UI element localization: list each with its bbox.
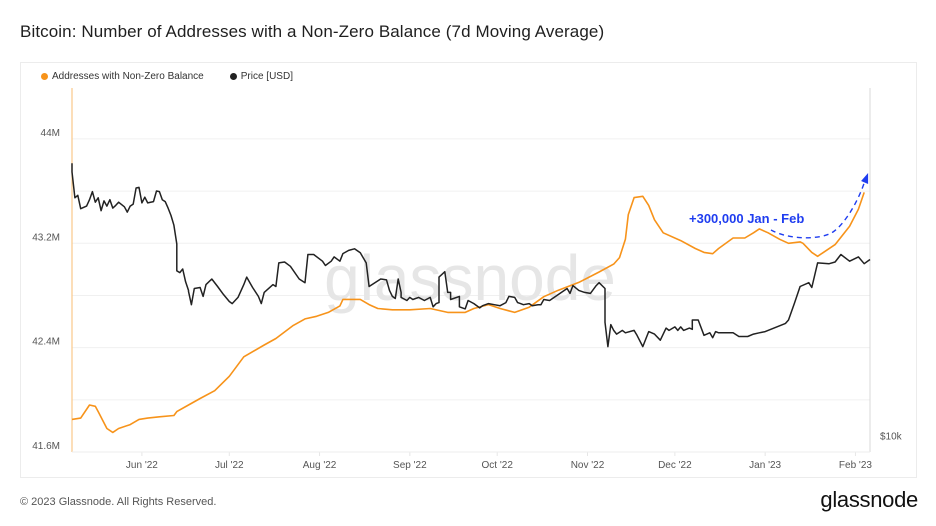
x-tick-label: Aug '22: [303, 460, 337, 471]
legend-label-price: Price [USD]: [240, 71, 293, 82]
x-tick-label: Sep '22: [393, 460, 427, 471]
series-line-price: [71, 163, 871, 348]
y-axis-right-ticks: $10k: [880, 432, 903, 443]
arrowhead-icon: [861, 173, 869, 184]
x-tick-label: Feb '23: [839, 460, 872, 471]
y-tick-label: 44M: [41, 128, 60, 139]
x-tick-label: Dec '22: [658, 460, 692, 471]
x-tick-label: Nov '22: [571, 460, 605, 471]
chart-title: Bitcoin: Number of Addresses with a Non-…: [20, 22, 605, 41]
gridlines: [72, 138, 870, 453]
legend-label-addresses: Addresses with Non-Zero Balance: [52, 71, 204, 82]
legend-item-addresses[interactable]: Addresses with Non-Zero Balance: [41, 71, 204, 82]
legend: Addresses with Non-Zero Balance Price [U…: [41, 71, 293, 82]
glassnode-logo: glassnode: [820, 487, 918, 512]
y-tick-label: 43.2M: [32, 232, 60, 243]
y-tick-label: 42.4M: [32, 337, 60, 348]
legend-dot-addresses: [41, 73, 48, 80]
annotation-dashed-arrow: [770, 179, 866, 239]
legend-item-price[interactable]: Price [USD]: [229, 71, 293, 82]
y-axis-left-ticks: 41.6M 42.4M 43.2M 44M: [32, 128, 60, 452]
x-tick-label: Jun '22: [126, 460, 158, 471]
annotation-group: +300,000 Jan - Feb: [689, 173, 869, 239]
annotation-label: +300,000 Jan - Feb: [689, 211, 804, 226]
copyright-text: © 2023 Glassnode. All Rights Reserved.: [20, 496, 217, 508]
x-tick-label: Jul '22: [215, 460, 244, 471]
chart-panel: [20, 62, 917, 478]
x-tick-label: Jan '23: [749, 460, 781, 471]
legend-dot-price: [229, 73, 237, 80]
x-tick-label: Oct '22: [482, 460, 514, 471]
x-axis-ticks: Jun '22 Jul '22 Aug '22 Sep '22 Oct '22 Nov '…: [126, 452, 872, 471]
series-line-addresses: [71, 192, 865, 434]
y-right-tick-label: $10k: [880, 432, 903, 443]
y-tick-label: 41.6M: [32, 441, 60, 452]
